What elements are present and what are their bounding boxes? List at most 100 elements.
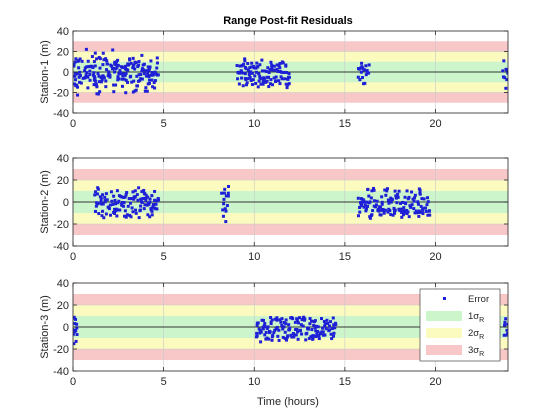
data-point xyxy=(375,199,379,203)
data-point xyxy=(326,321,330,325)
data-point xyxy=(366,204,370,208)
data-point xyxy=(317,337,321,341)
data-point xyxy=(146,65,150,69)
data-point xyxy=(248,76,252,80)
data-point xyxy=(360,202,364,206)
data-point xyxy=(317,334,321,338)
data-point xyxy=(285,86,289,90)
data-point xyxy=(426,200,430,204)
data-point xyxy=(140,69,144,73)
data-point xyxy=(393,208,397,212)
data-point xyxy=(267,337,271,341)
data-point xyxy=(116,201,120,205)
data-point xyxy=(361,66,365,70)
data-point xyxy=(116,58,120,62)
data-point xyxy=(394,194,398,198)
data-point xyxy=(285,71,289,75)
data-point xyxy=(133,67,137,71)
data-point xyxy=(412,196,416,200)
data-point xyxy=(74,57,78,61)
data-point xyxy=(325,318,329,322)
data-point xyxy=(98,66,102,70)
data-point xyxy=(149,59,153,63)
data-point xyxy=(259,82,263,86)
data-point xyxy=(124,64,128,68)
data-point xyxy=(100,78,104,82)
data-point xyxy=(257,72,261,76)
data-point xyxy=(104,212,108,216)
data-point xyxy=(125,213,129,217)
data-point xyxy=(223,187,227,191)
data-point xyxy=(102,216,106,220)
data-point xyxy=(267,85,271,89)
data-point xyxy=(283,337,287,341)
data-point xyxy=(505,78,508,82)
data-point xyxy=(86,59,90,63)
data-point xyxy=(272,64,276,68)
data-point xyxy=(327,324,331,328)
y-tick-label: 20 xyxy=(57,175,69,187)
legend-label-sub: R xyxy=(479,317,484,324)
y-tick-label: 0 xyxy=(63,197,69,209)
data-point xyxy=(418,188,422,192)
data-point xyxy=(403,195,407,199)
data-point xyxy=(131,190,135,194)
data-point xyxy=(269,78,273,82)
data-point xyxy=(270,66,274,70)
data-point xyxy=(366,187,370,191)
data-point xyxy=(410,190,414,194)
data-point xyxy=(383,208,387,212)
data-point xyxy=(255,323,259,327)
data-point xyxy=(245,81,249,85)
data-point xyxy=(506,71,508,75)
data-point xyxy=(420,197,424,201)
data-point xyxy=(143,203,147,207)
data-point xyxy=(356,214,360,218)
data-point xyxy=(146,195,150,199)
data-point xyxy=(290,335,294,339)
data-point xyxy=(144,198,148,202)
data-point xyxy=(364,209,368,213)
data-point xyxy=(112,83,116,87)
data-point xyxy=(299,323,303,327)
data-point xyxy=(74,317,78,321)
data-point xyxy=(271,68,275,72)
data-point xyxy=(235,64,239,68)
data-point xyxy=(287,75,291,79)
data-point xyxy=(359,197,363,201)
data-point xyxy=(84,73,88,77)
data-point xyxy=(280,77,284,81)
data-point xyxy=(267,71,271,75)
data-point xyxy=(248,66,252,70)
data-point xyxy=(262,77,266,81)
data-point xyxy=(124,78,128,82)
data-point xyxy=(132,197,136,201)
data-point xyxy=(145,203,149,207)
data-point xyxy=(419,204,423,208)
data-point xyxy=(151,73,155,77)
data-point xyxy=(331,327,335,331)
data-points xyxy=(73,47,508,97)
data-point xyxy=(380,202,384,206)
data-point xyxy=(102,76,106,80)
data-point xyxy=(104,85,108,89)
data-point xyxy=(99,199,103,203)
data-point xyxy=(114,83,118,87)
data-point xyxy=(333,326,337,330)
data-point xyxy=(266,66,270,70)
data-point xyxy=(262,79,266,83)
data-point xyxy=(242,62,246,66)
data-point xyxy=(241,71,245,75)
data-point xyxy=(76,85,80,89)
data-point xyxy=(247,72,251,76)
data-point xyxy=(269,322,273,326)
data-point xyxy=(96,92,100,96)
data-point xyxy=(389,200,393,204)
data-point xyxy=(389,213,393,217)
data-point xyxy=(383,188,387,192)
data-point xyxy=(324,327,328,331)
data-point xyxy=(226,194,230,198)
data-point xyxy=(296,337,300,341)
data-point xyxy=(279,70,283,74)
data-point xyxy=(400,215,404,219)
